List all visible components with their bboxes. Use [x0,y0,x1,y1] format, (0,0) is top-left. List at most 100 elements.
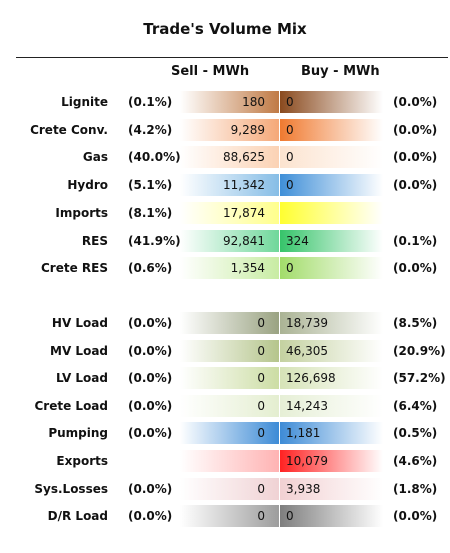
row-label: RES [81,234,108,248]
sell-percent: (0.0%) [128,316,173,330]
table-row: Gas (40.0%) 88,625 0 (0.0%) [0,145,450,169]
sell-bar [180,312,279,334]
buy-bar [280,367,383,389]
buy-value: 14,243 [286,399,328,413]
buy-value: 3,938 [286,482,321,496]
buy-cell: 0 [280,118,383,142]
sell-value: 92,841 [223,234,265,248]
buy-column-header: Buy - MWh [301,64,380,79]
sell-cell: 0 [180,504,279,528]
sell-value: 0 [257,344,265,358]
buy-percent: (0.1%) [393,234,438,248]
buy-value: 0 [286,509,294,523]
sell-cell: 180 [180,90,279,114]
row-label: Crete Load [34,399,109,413]
row-label: Pumping [48,426,108,440]
buy-percent: (0.0%) [393,509,438,523]
sell-percent: (5.1%) [128,178,173,192]
row-label: HV Load [51,316,108,330]
sell-cell: 17,874 [180,201,279,225]
buy-percent: (0.0%) [393,150,438,164]
buy-percent: (57.2%) [393,371,446,385]
sell-bar [180,340,279,362]
buy-value: 0 [286,123,294,137]
sell-bar [180,367,279,389]
row-label: Crete RES [41,261,108,275]
sell-percent: (0.0%) [128,509,173,523]
sell-value: 0 [257,509,265,523]
buy-percent: (20.9%) [393,344,446,358]
buy-bar [280,340,383,362]
sell-bar [180,422,279,444]
sell-percent: (8.1%) [128,206,173,220]
sell-value: 17,874 [223,206,265,220]
sell-bar [180,505,279,527]
buy-bar [280,478,383,500]
buy-percent: (0.5%) [393,426,438,440]
table-row: Crete RES (0.6%) 1,354 0 (0.0%) [0,256,450,280]
sell-cell: 0 [180,339,279,363]
buy-cell: 1,181 [280,421,383,445]
buy-bar [280,202,383,224]
sell-value: 0 [257,399,265,413]
buy-cell: 14,243 [280,394,383,418]
buy-bar [280,450,383,472]
buy-cell: 3,938 [280,477,383,501]
sell-cell [180,449,279,473]
sell-cell: 88,625 [180,145,279,169]
row-label: MV Load [50,344,108,358]
sell-column-header: Sell - MWh [171,64,250,79]
sell-bar [180,450,279,472]
table-row: Lignite (0.1%) 180 0 (0.0%) [0,90,450,114]
buy-cell: 0 [280,173,383,197]
buy-bar [280,422,383,444]
sell-percent: (0.0%) [128,344,173,358]
buy-value: 0 [286,150,294,164]
sell-percent: (0.6%) [128,261,173,275]
buy-value: 324 [286,234,309,248]
buy-value: 18,739 [286,316,328,330]
sell-bar [180,119,279,141]
row-label: Sys.Losses [34,482,108,496]
sell-percent: (0.1%) [128,95,173,109]
buy-bar [280,174,383,196]
table-row: Exports 10,079 (4.6%) [0,449,450,473]
buy-bar [280,91,383,113]
chart-title: Trade's Volume Mix [143,20,307,38]
buy-cell: 18,739 [280,311,383,335]
sell-cell: 1,354 [180,256,279,280]
sell-percent: (0.0%) [128,399,173,413]
buy-value: 10,079 [286,454,328,468]
sell-bar [180,91,279,113]
sell-cell: 0 [180,366,279,390]
buy-bar [280,257,383,279]
buy-value: 1,181 [286,426,321,440]
sell-value: 9,289 [230,123,265,137]
buy-bar [280,505,383,527]
sell-value: 88,625 [223,150,265,164]
buy-percent: (0.0%) [393,123,438,137]
table-row: Pumping (0.0%) 0 1,181 (0.5%) [0,421,450,445]
title-divider [16,57,448,58]
row-label: Crete Conv. [30,123,108,137]
buy-percent: (4.6%) [393,454,438,468]
row-label: Imports [55,206,108,220]
sell-bar [180,174,279,196]
row-label: Gas [82,150,108,164]
row-label: Lignite [61,95,108,109]
sell-percent: (0.0%) [128,371,173,385]
table-row: D/R Load (0.0%) 0 0 (0.0%) [0,504,450,528]
buy-value: 0 [286,95,294,109]
sell-bar [180,257,279,279]
sell-cell: 9,289 [180,118,279,142]
sell-bar [180,478,279,500]
sell-value: 1,354 [230,261,265,275]
sell-bar [180,230,279,252]
row-label: Exports [56,454,108,468]
buy-cell: 46,305 [280,339,383,363]
sell-bar [180,146,279,168]
buy-cell: 126,698 [280,366,383,390]
table-row: RES (41.9%) 92,841 324 (0.1%) [0,229,450,253]
buy-cell: 324 [280,229,383,253]
table-row: Crete Conv. (4.2%) 9,289 0 (0.0%) [0,118,450,142]
